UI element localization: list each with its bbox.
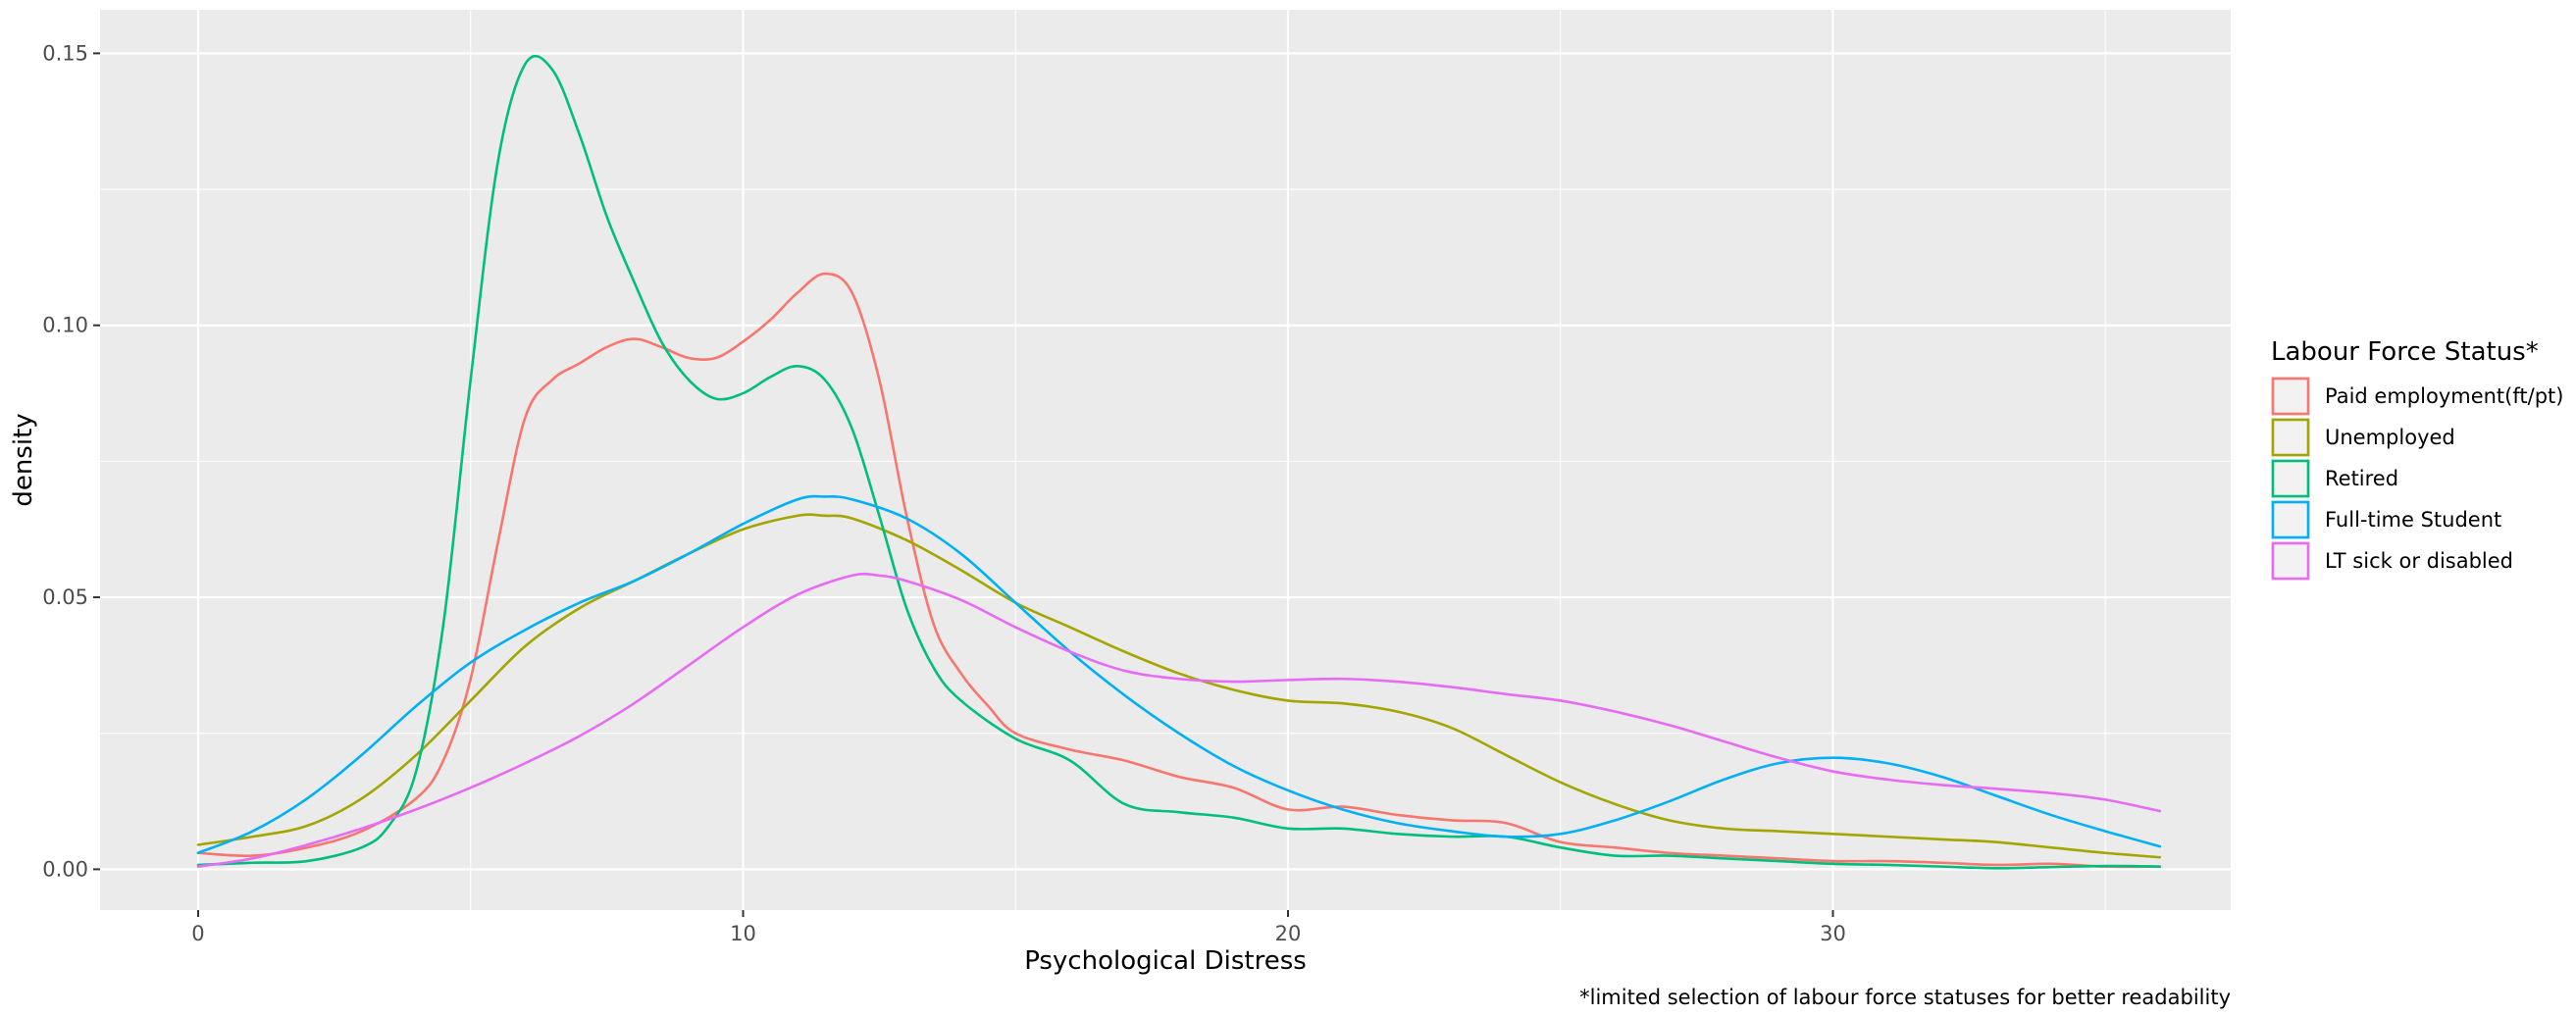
legend: Labour Force Status* Paid employment(ft/… bbox=[2271, 337, 2563, 581]
legend-title: Labour Force Status* bbox=[2271, 337, 2539, 367]
legend-key-bg bbox=[2271, 500, 2310, 539]
series-line-full-time-student bbox=[196, 494, 2162, 855]
legend-label-full-time-student: Full-time Student bbox=[2325, 508, 2501, 532]
legend-key-full-time-student bbox=[2271, 500, 2310, 539]
y-tick-label: 0.05 bbox=[42, 585, 88, 609]
legend-key-bg bbox=[2271, 418, 2310, 457]
legend-label-lt-sick-or-disabled: LT sick or disabled bbox=[2325, 549, 2513, 573]
legend-label-unemployed: Unemployed bbox=[2325, 426, 2455, 449]
legend-label-paid-employment-ft-pt: Paid employment(ft/pt) bbox=[2325, 384, 2563, 408]
series-lines bbox=[196, 54, 2162, 870]
series-line-lt-sick-or-disabled bbox=[196, 572, 2162, 868]
series-line-unemployed bbox=[196, 513, 2162, 859]
y-axis-title: density bbox=[9, 413, 38, 506]
chart-caption: *limited selection of labour force statu… bbox=[1579, 986, 2231, 1009]
y-tick-label: 0.00 bbox=[42, 857, 88, 881]
y-tick-label: 0.15 bbox=[42, 41, 88, 65]
x-axis: 0 10 20 30 bbox=[191, 910, 1846, 945]
legend-key-bg bbox=[2271, 459, 2310, 498]
legend-key-lt-sick-or-disabled bbox=[2271, 541, 2310, 581]
legend-label-retired: Retired bbox=[2325, 467, 2398, 490]
legend-key-paid-employment-ft-pt bbox=[2271, 377, 2310, 416]
panel-background bbox=[100, 10, 2231, 910]
series-line-retired bbox=[196, 54, 2162, 870]
x-tick-label: 0 bbox=[191, 922, 204, 945]
x-axis-title: Psychological Distress bbox=[1024, 946, 1307, 976]
x-tick-label: 10 bbox=[730, 922, 756, 945]
y-tick-label: 0.10 bbox=[42, 314, 88, 337]
y-axis: 0.00 0.05 0.10 0.15 bbox=[42, 41, 100, 881]
legend-key-unemployed bbox=[2271, 418, 2310, 457]
legend-key-bg bbox=[2271, 377, 2310, 416]
series-line-paid-employment-ft-pt bbox=[196, 272, 2162, 869]
x-tick-label: 20 bbox=[1275, 922, 1302, 945]
x-tick-label: 30 bbox=[1820, 922, 1846, 945]
legend-key-retired bbox=[2271, 459, 2310, 498]
legend-key-bg bbox=[2271, 541, 2310, 581]
grid-major bbox=[100, 10, 2231, 910]
